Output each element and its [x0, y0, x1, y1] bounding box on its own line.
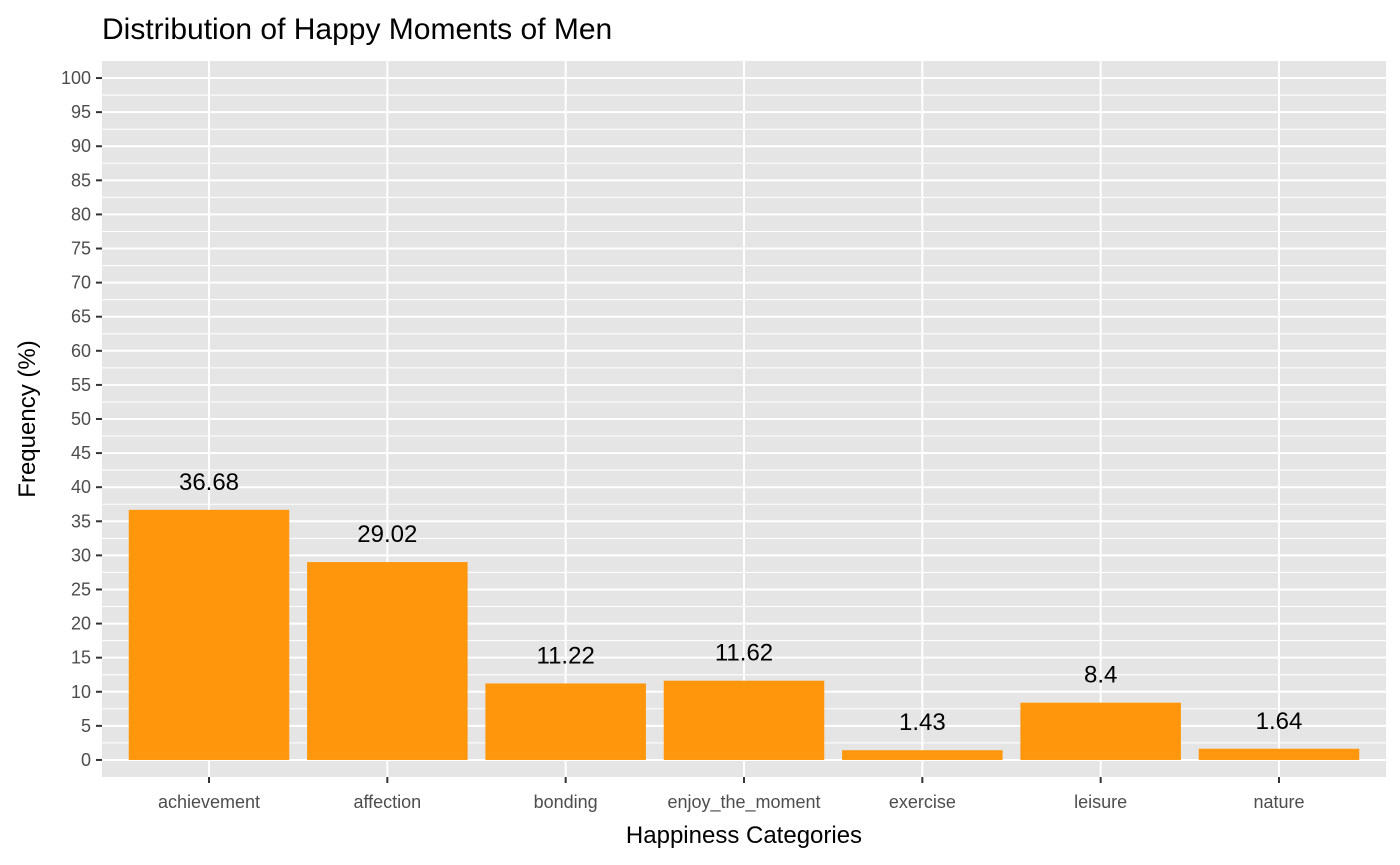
- y-tick-label: 75: [71, 239, 91, 259]
- x-tick-label: exercise: [889, 792, 956, 812]
- bar-bonding: [485, 683, 646, 760]
- bar-label-nature: 1.64: [1256, 708, 1303, 735]
- bar-affection: [307, 562, 468, 760]
- bar-label-enjoy_the_moment: 11.62: [715, 640, 773, 667]
- x-tick-label: enjoy_the_moment: [667, 792, 820, 813]
- y-tick-label: 50: [71, 409, 91, 429]
- x-tick-label: achievement: [158, 792, 260, 812]
- y-tick-label: 60: [71, 341, 91, 361]
- bar-label-leisure: 8.4: [1084, 662, 1117, 689]
- y-tick-label: 65: [71, 307, 91, 327]
- bar-label-achievement: 36.68: [179, 469, 239, 496]
- y-tick-label: 80: [71, 204, 91, 224]
- bar-enjoy_the_moment: [663, 680, 825, 760]
- x-tick-label: leisure: [1074, 792, 1127, 812]
- bar-value-labels: 36.68 29.02 11.22 11.62 1.43 8.4 1.64: [179, 469, 1302, 736]
- bar-leisure: [1020, 702, 1181, 760]
- y-tick-label: 25: [71, 579, 91, 599]
- y-tick-label: 5: [81, 716, 91, 736]
- y-tick-label: 15: [71, 648, 91, 668]
- y-tick-label: 30: [71, 545, 91, 565]
- bar-achievement: [128, 509, 290, 760]
- y-axis-title: Frequency (%): [14, 340, 41, 497]
- bar-label-affection: 29.02: [357, 521, 417, 548]
- y-tick-label: 100: [61, 68, 91, 88]
- x-tick-label: nature: [1253, 792, 1304, 812]
- x-axis: achievement affection bonding enjoy_the_mom…: [158, 777, 1305, 813]
- y-tick-label: 35: [71, 511, 91, 531]
- chart-title: Distribution of Happy Moments of Men: [102, 13, 612, 46]
- bar-label-exercise: 1.43: [899, 709, 946, 736]
- y-tick-label: 40: [71, 477, 91, 497]
- y-tick-label: 45: [71, 443, 91, 463]
- y-axis: 0 5 10 15 20 25 30 35 40 45 50 55 60 65 70 75 80 85 90 95 10…: [61, 68, 102, 770]
- y-tick-label: 55: [71, 375, 91, 395]
- y-tick-label: 0: [81, 750, 91, 770]
- y-tick-label: 95: [71, 102, 91, 122]
- y-tick-label: 90: [71, 136, 91, 156]
- bars: [128, 509, 1360, 760]
- y-tick-label: 20: [71, 614, 91, 634]
- x-tick-label: bonding: [534, 792, 598, 812]
- y-tick-label: 70: [71, 273, 91, 293]
- bar-label-bonding: 11.22: [537, 642, 595, 669]
- x-tick-label: affection: [353, 792, 421, 812]
- bar-nature: [1198, 748, 1360, 760]
- y-tick-label: 85: [71, 170, 91, 190]
- y-tick-label: 10: [71, 682, 91, 702]
- x-axis-title: Happiness Categories: [626, 822, 862, 849]
- bar-exercise: [842, 750, 1003, 760]
